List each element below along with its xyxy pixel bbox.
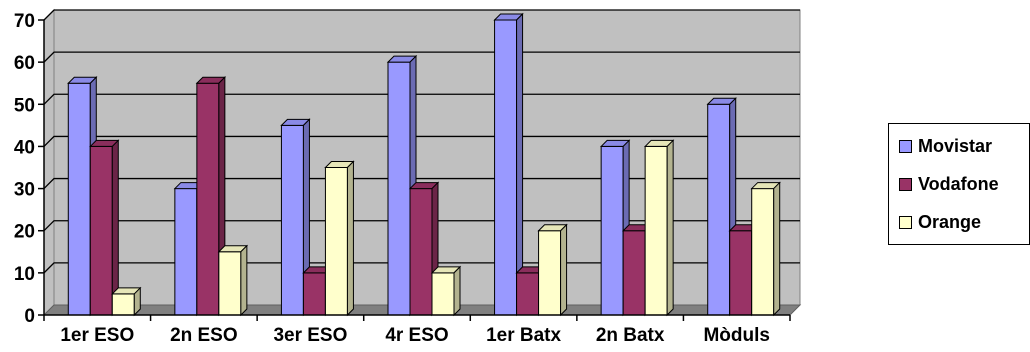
y-tick-label: 50 [14, 95, 35, 116]
bar-orange-1er-batx [537, 223, 568, 317]
bar-front [387, 61, 411, 316]
bar-movistar-1er-batx [493, 12, 524, 317]
x-tick-label-2n-eso: 2n ESO [170, 325, 238, 346]
bar-front [729, 230, 753, 316]
bar-side [666, 139, 674, 317]
bar-front [280, 124, 304, 316]
bar-front [707, 103, 731, 316]
legend-label-movistar: Movistar [918, 135, 993, 156]
x-tick-label-4r-eso: 4r ESO [385, 325, 448, 346]
y-tick-label: 0 [24, 306, 35, 327]
bar-side [773, 181, 781, 317]
x-tick-label-2n-batx: 2n Batx [596, 325, 665, 346]
legend-item-movistar: Movistar [899, 135, 992, 157]
gridline [43, 135, 800, 147]
y-tick-label: 20 [14, 222, 35, 243]
bar-side [240, 244, 248, 317]
legend: Movistar Vodafone Orange [888, 123, 1030, 245]
gridline [43, 51, 800, 63]
bar-front [600, 145, 624, 316]
bar-orange-moduls [750, 181, 781, 317]
bar-orange-3er-eso [324, 160, 355, 317]
x-tick-label-1er-batx: 1er Batx [486, 325, 561, 346]
x-tick-label-1er-eso: 1er ESO [60, 325, 134, 346]
legend-label-vodafone: Vodafone [918, 173, 999, 194]
bar-front [644, 145, 668, 316]
bar-front [538, 230, 562, 316]
gridlines [43, 9, 800, 274]
bar-front [494, 19, 518, 316]
x-axis-tick-labels: 1er ESO 2n ESO 3er ESO 4r ESO 1er Batx 2n Bat… [60, 325, 770, 346]
bar-front [89, 145, 113, 316]
legend-swatch-orange [899, 215, 912, 229]
gridline [43, 220, 800, 232]
bar-orange-4r-eso [430, 265, 462, 317]
y-tick-label: 70 [14, 11, 35, 32]
x-tick-label-3er-eso: 3er ESO [273, 325, 347, 346]
legend-item-vodafone: Vodafone [899, 173, 999, 195]
bar-orange-2n-batx [643, 139, 675, 317]
y-tick-label: 30 [14, 180, 35, 201]
bar-front [751, 188, 775, 316]
bar-front [196, 82, 220, 316]
gridline [43, 9, 800, 21]
bar-movistar-moduls [706, 97, 737, 317]
bar-front [622, 230, 646, 316]
bar-front [111, 293, 135, 316]
bar-orange-1er-eso [111, 286, 142, 317]
bar-orange-2n-eso [217, 244, 249, 317]
bar-front [409, 188, 433, 316]
bar-front [324, 167, 348, 316]
y-tick-label: 10 [14, 264, 35, 285]
bar-front [302, 272, 326, 316]
x-tick-label-moduls: Mòduls [703, 325, 770, 346]
bar-side [453, 265, 461, 317]
bar-side [346, 160, 354, 317]
gridline [43, 93, 800, 105]
y-tick-label: 60 [14, 53, 35, 74]
bar-vodafone-1er-eso [89, 139, 120, 317]
side-wall [43, 8, 55, 317]
axes [38, 19, 791, 321]
legend-item-orange: Orange [899, 211, 981, 233]
bar-side [133, 286, 141, 317]
gridline [43, 177, 800, 190]
legend-swatch-movistar [899, 139, 912, 153]
bar-front [431, 272, 455, 316]
legend-label-orange: Orange [918, 211, 982, 232]
bar-vodafone-4r-eso [408, 181, 440, 317]
legend-swatch-vodafone [899, 177, 912, 191]
bar-side [560, 223, 568, 317]
y-tick-label: 40 [14, 137, 35, 158]
bar-front [516, 272, 540, 316]
bar-front [218, 251, 242, 316]
y-axis-tick-labels: 0 10 20 30 40 50 60 70 [14, 11, 35, 327]
bar-front [67, 82, 91, 316]
bar-front [174, 188, 198, 316]
